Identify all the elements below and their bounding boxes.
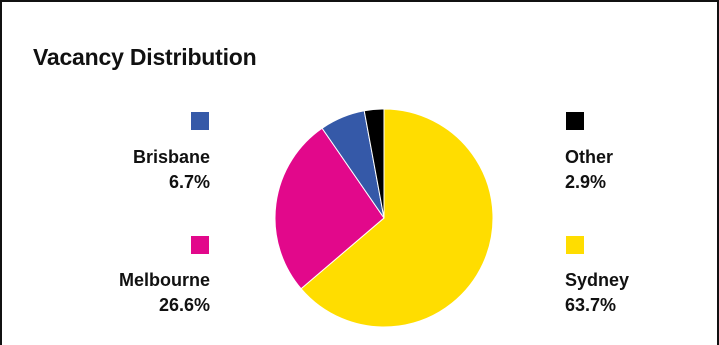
legend-swatch-sydney xyxy=(566,236,584,254)
legend-name-sydney: Sydney xyxy=(565,270,630,290)
legend-name-melbourne: Melbourne xyxy=(118,270,210,290)
chart-title: Vacancy Distribution xyxy=(33,44,257,70)
legend-swatch-brisbane xyxy=(191,112,209,130)
legend-swatch-other xyxy=(566,112,584,130)
pie-slice-other xyxy=(363,108,385,219)
legend-label-other: Other 2.9% xyxy=(565,145,685,195)
legend-swatch-melbourne xyxy=(191,236,209,254)
legend-name-brisbane: Brisbane xyxy=(132,147,210,167)
legend-label-melbourne: Melbourne 26.6% xyxy=(70,268,210,318)
legend-value-sydney: 63.7% xyxy=(565,295,617,315)
legend-value-melbourne: 26.6% xyxy=(158,295,210,315)
legend-name-other: Other xyxy=(565,147,614,167)
legend-value-other: 2.9% xyxy=(565,172,607,192)
legend-label-sydney: Sydney 63.7% xyxy=(565,268,685,318)
legend-label-brisbane: Brisbane 6.7% xyxy=(70,145,210,195)
pie-slice-melbourne xyxy=(274,127,385,290)
legend-value-brisbane: 6.7% xyxy=(168,172,210,192)
pie-slice-sydney xyxy=(300,108,494,328)
